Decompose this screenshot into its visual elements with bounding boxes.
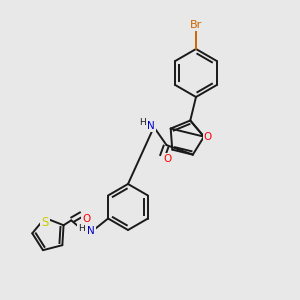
Text: O: O (204, 132, 212, 142)
Text: N: N (87, 226, 95, 236)
Text: Br: Br (190, 20, 202, 30)
Text: O: O (163, 154, 171, 164)
Text: H: H (78, 224, 85, 233)
Text: N: N (147, 121, 155, 131)
Text: H: H (140, 118, 146, 127)
Text: O: O (82, 214, 91, 224)
Text: S: S (41, 216, 49, 230)
